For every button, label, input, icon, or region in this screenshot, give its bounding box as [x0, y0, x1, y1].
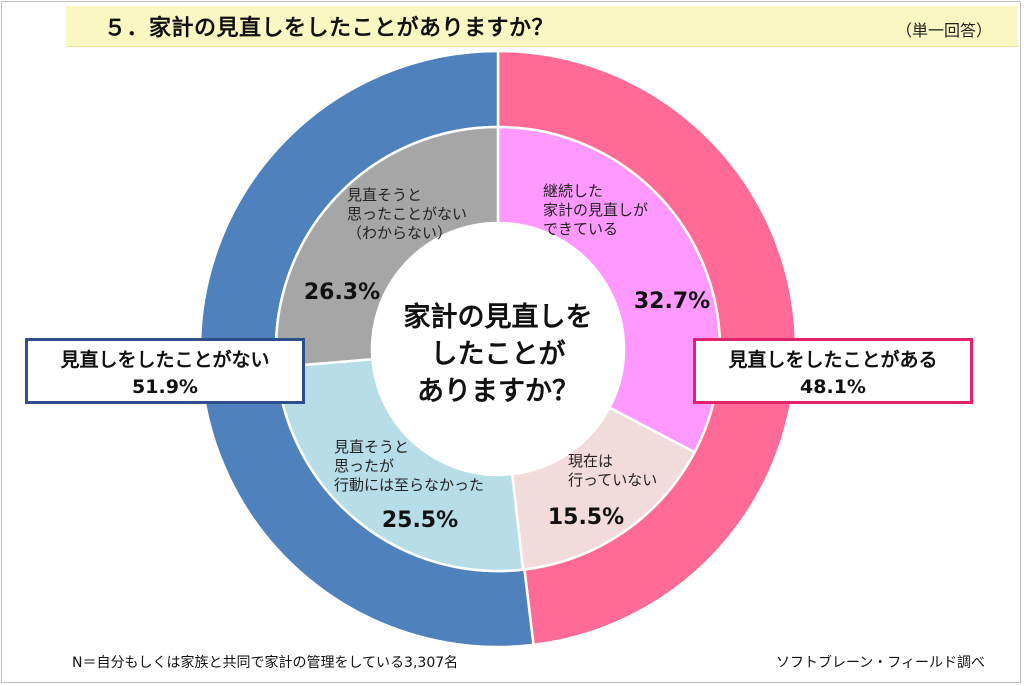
inner-value-0: 32.7%	[634, 289, 710, 314]
inner-value-1: 15.5%	[548, 505, 624, 530]
inner-label-1: 現在は行っていない	[568, 452, 657, 489]
outer-label-no-text: 見直しをしたことがない	[60, 349, 270, 371]
outer-label-no: 見直しをしたことがない 51.9%	[25, 338, 305, 404]
outer-label-yes-text: 見直しをしたことがある	[728, 349, 938, 371]
inner-label-3: 見直そうと思ったことがない（わからない）	[347, 186, 467, 242]
center-text-line-1: したことが	[431, 338, 566, 370]
title-band	[66, 6, 1018, 47]
inner-value-2: 25.5%	[382, 508, 458, 533]
answer-type-note: （単一回答）	[896, 21, 993, 40]
chart-title: ５．家計の見直しをしたことがありますか？	[104, 16, 555, 41]
inner-ring-slice-0	[496, 125, 722, 454]
sample-note: N＝自分もしくは家族と共同で家計の管理をしている3,307名	[72, 655, 459, 671]
center-text-line-0: 家計の見直しを	[404, 301, 593, 333]
inner-value-3: 26.3%	[304, 280, 380, 305]
outer-label-yes-value: 48.1%	[800, 376, 866, 398]
inner-label-2: 見直そうと思ったが行動には至らなかった	[334, 438, 484, 494]
outer-label-no-value: 51.9%	[132, 376, 198, 398]
inner-ring-slice-3	[274, 125, 500, 369]
outer-label-yes: 見直しをしたことがある 48.1%	[693, 338, 973, 404]
inner-label-0: 継続した家計の見直しができている	[543, 182, 648, 238]
center-text-line-2: ありますか？	[417, 376, 579, 407]
source-note: ソフトブレーン・フィールド調べ	[776, 655, 986, 671]
